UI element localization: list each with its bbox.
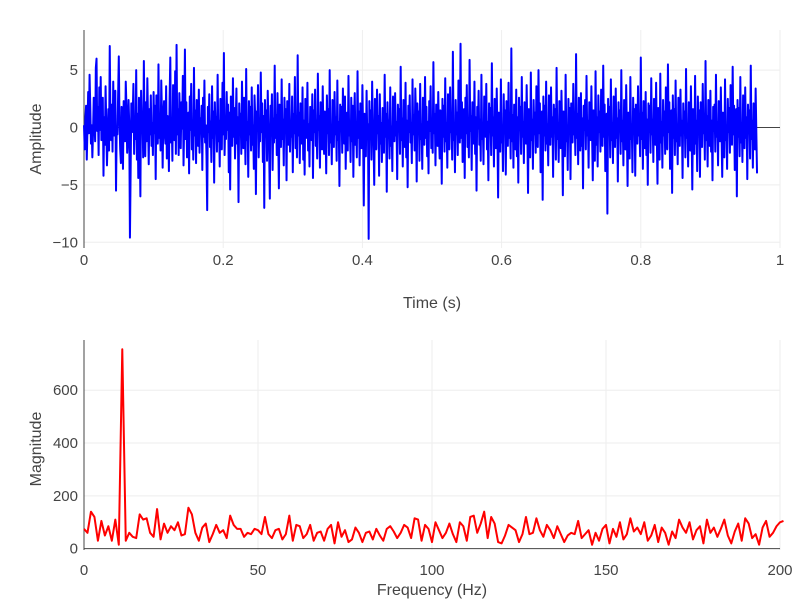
frequency-axis-title: Frequency (Hz) [377, 582, 487, 599]
x-tick-label: 100 [419, 562, 444, 579]
x-tick-label: 0 [80, 562, 88, 579]
y-tick-label: 600 [53, 382, 78, 399]
y-tick-label: 400 [53, 435, 78, 452]
magnitude-series-line [83, 348, 784, 546]
x-tick-label: 0 [80, 252, 88, 269]
time-axis-ticks: 0 0.2 0.4 0.6 0.8 1 [80, 252, 784, 269]
y-tick-label: 0 [70, 541, 78, 558]
frequency-plot-gridlines [84, 340, 781, 550]
x-tick-label: 1 [776, 252, 784, 269]
y-tick-label: 200 [53, 488, 78, 505]
time-plot-gridlines [84, 30, 781, 248]
magnitude-axis-ticks: 0 200 400 600 [53, 382, 78, 557]
time-axis-title: Time (s) [403, 295, 461, 312]
magnitude-axis-title: Magnitude [28, 412, 45, 487]
frequency-domain-plot: 0 50 100 150 200 0 200 400 600 Frequency (Hz) M… [28, 340, 793, 599]
frequency-plot-zeroline-group [83, 340, 780, 550]
x-tick-label: 0.8 [630, 252, 651, 269]
x-tick-label: 150 [593, 562, 618, 579]
amplitude-series-line [83, 42, 759, 240]
x-tick-label: 50 [250, 562, 267, 579]
x-tick-label: 0.2 [213, 252, 234, 269]
amplitude-axis-ticks: −10 −5 0 5 [53, 62, 78, 251]
amplitude-axis-title: Amplitude [28, 103, 45, 174]
x-tick-label: 200 [767, 562, 792, 579]
x-tick-label: 0.6 [491, 252, 512, 269]
y-tick-label: 0 [70, 120, 78, 137]
y-tick-label: 5 [70, 62, 78, 79]
frequency-axis-ticks: 0 50 100 150 200 [80, 562, 793, 579]
time-domain-plot: 0 0.2 0.4 0.6 0.8 1 −10 −5 0 5 Time (s) Amplitud… [28, 30, 784, 312]
y-tick-label: −5 [61, 177, 78, 194]
y-tick-label: −10 [53, 234, 78, 251]
x-tick-label: 0.4 [352, 252, 373, 269]
